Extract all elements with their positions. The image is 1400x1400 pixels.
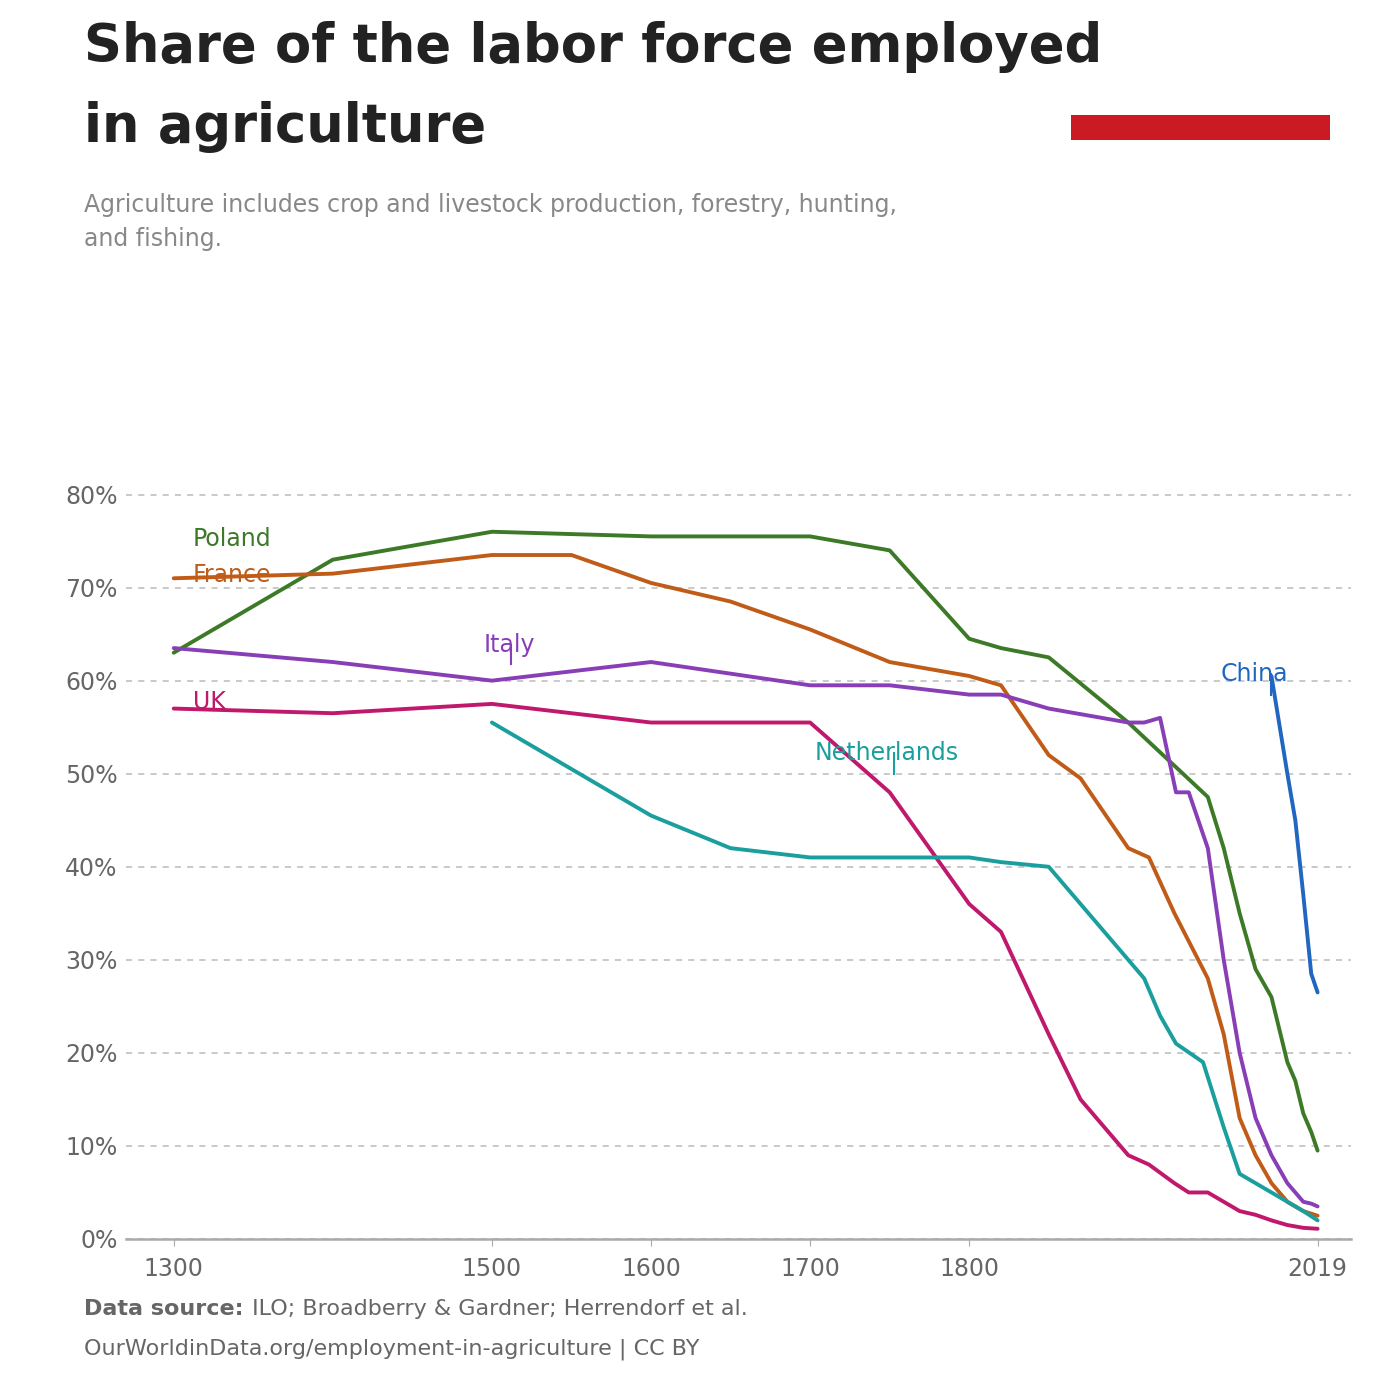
Text: France: France [193,563,272,587]
Text: China: China [1221,662,1288,686]
FancyBboxPatch shape [1071,115,1330,140]
Text: ILO; Broadberry & Gardner; Herrendorf et al.: ILO; Broadberry & Gardner; Herrendorf et… [245,1299,748,1319]
Text: in agriculture: in agriculture [84,101,486,153]
Text: Agriculture includes crop and livestock production, forestry, hunting,
and fishi: Agriculture includes crop and livestock … [84,193,897,251]
Text: Italy: Italy [484,633,535,657]
Text: Poland: Poland [193,528,272,552]
Text: Share of the labor force employed: Share of the labor force employed [84,21,1102,73]
Text: Netherlands: Netherlands [815,741,959,766]
Text: Our World: Our World [1149,48,1252,66]
Text: OurWorldinData.org/employment-in-agriculture | CC BY: OurWorldinData.org/employment-in-agricul… [84,1338,700,1359]
Text: UK: UK [193,690,225,714]
Text: Data source:: Data source: [84,1299,244,1319]
Text: in Data: in Data [1165,81,1236,98]
